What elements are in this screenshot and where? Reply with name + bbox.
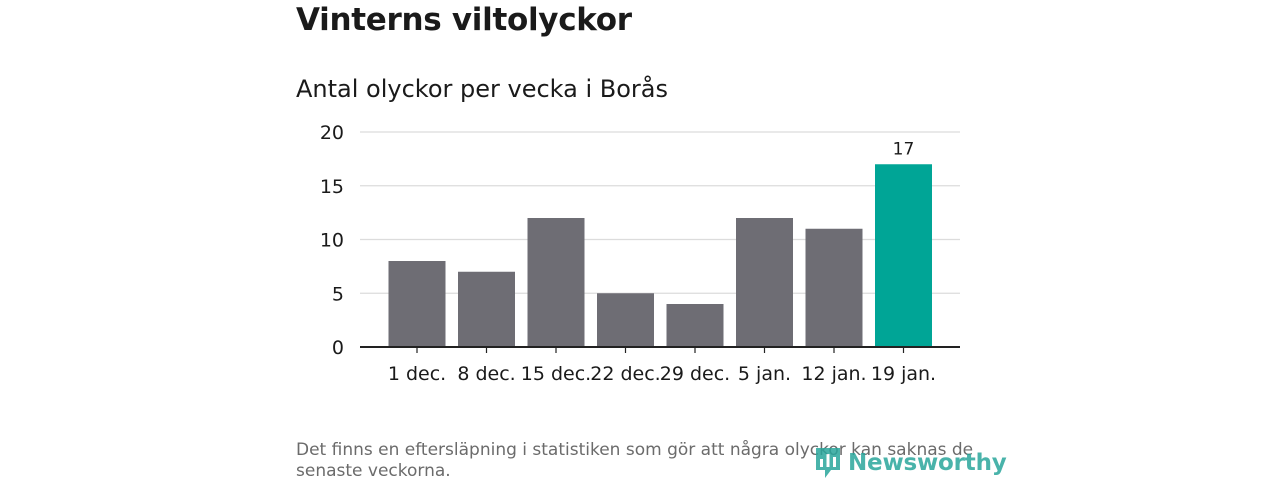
y-tick-label: 20 <box>320 122 344 144</box>
x-tick-label: 12 jan. <box>801 363 866 385</box>
x-tick-label: 8 dec. <box>457 363 515 385</box>
chart-title: Vinterns viltolyckor <box>296 2 632 38</box>
footnote: Det finns en eftersläpning i statistiken… <box>296 440 974 481</box>
bar-29-dec <box>666 304 724 347</box>
x-tick-label: 19 jan. <box>871 363 936 385</box>
bar-12-jan <box>805 228 863 347</box>
bar-1-dec <box>388 261 446 347</box>
chart-subtitle: Antal olyckor per vecka i Borås <box>296 75 669 103</box>
y-tick-label: 5 <box>332 283 344 305</box>
newsworthy-logo-icon <box>816 448 840 478</box>
bar-5-jan <box>736 218 793 347</box>
y-tick-label: 10 <box>320 230 344 252</box>
x-tick-label: 1 dec. <box>388 363 446 385</box>
data-label: 17 <box>893 139 915 159</box>
newsworthy-logo: Newsworthy <box>814 446 1007 480</box>
x-tick-label: 5 jan. <box>738 363 791 385</box>
bar-chart: 0 5 10 15 20 1 dec. 8 dec. 15 dec. 22 dec. 29 dec… <box>320 122 960 385</box>
x-tick-label: 29 dec. <box>660 363 730 385</box>
y-tick-label: 0 <box>332 337 344 359</box>
bar-15-dec <box>527 218 585 347</box>
bar-8-dec <box>458 271 515 347</box>
bar-22-dec <box>597 293 654 347</box>
x-tick-label: 22 dec. <box>590 363 660 385</box>
logo-text: Newsworthy <box>848 450 1007 476</box>
x-tick-label: 15 dec. <box>521 363 591 385</box>
y-tick-label: 15 <box>320 176 344 198</box>
bar-19-jan <box>875 164 932 347</box>
